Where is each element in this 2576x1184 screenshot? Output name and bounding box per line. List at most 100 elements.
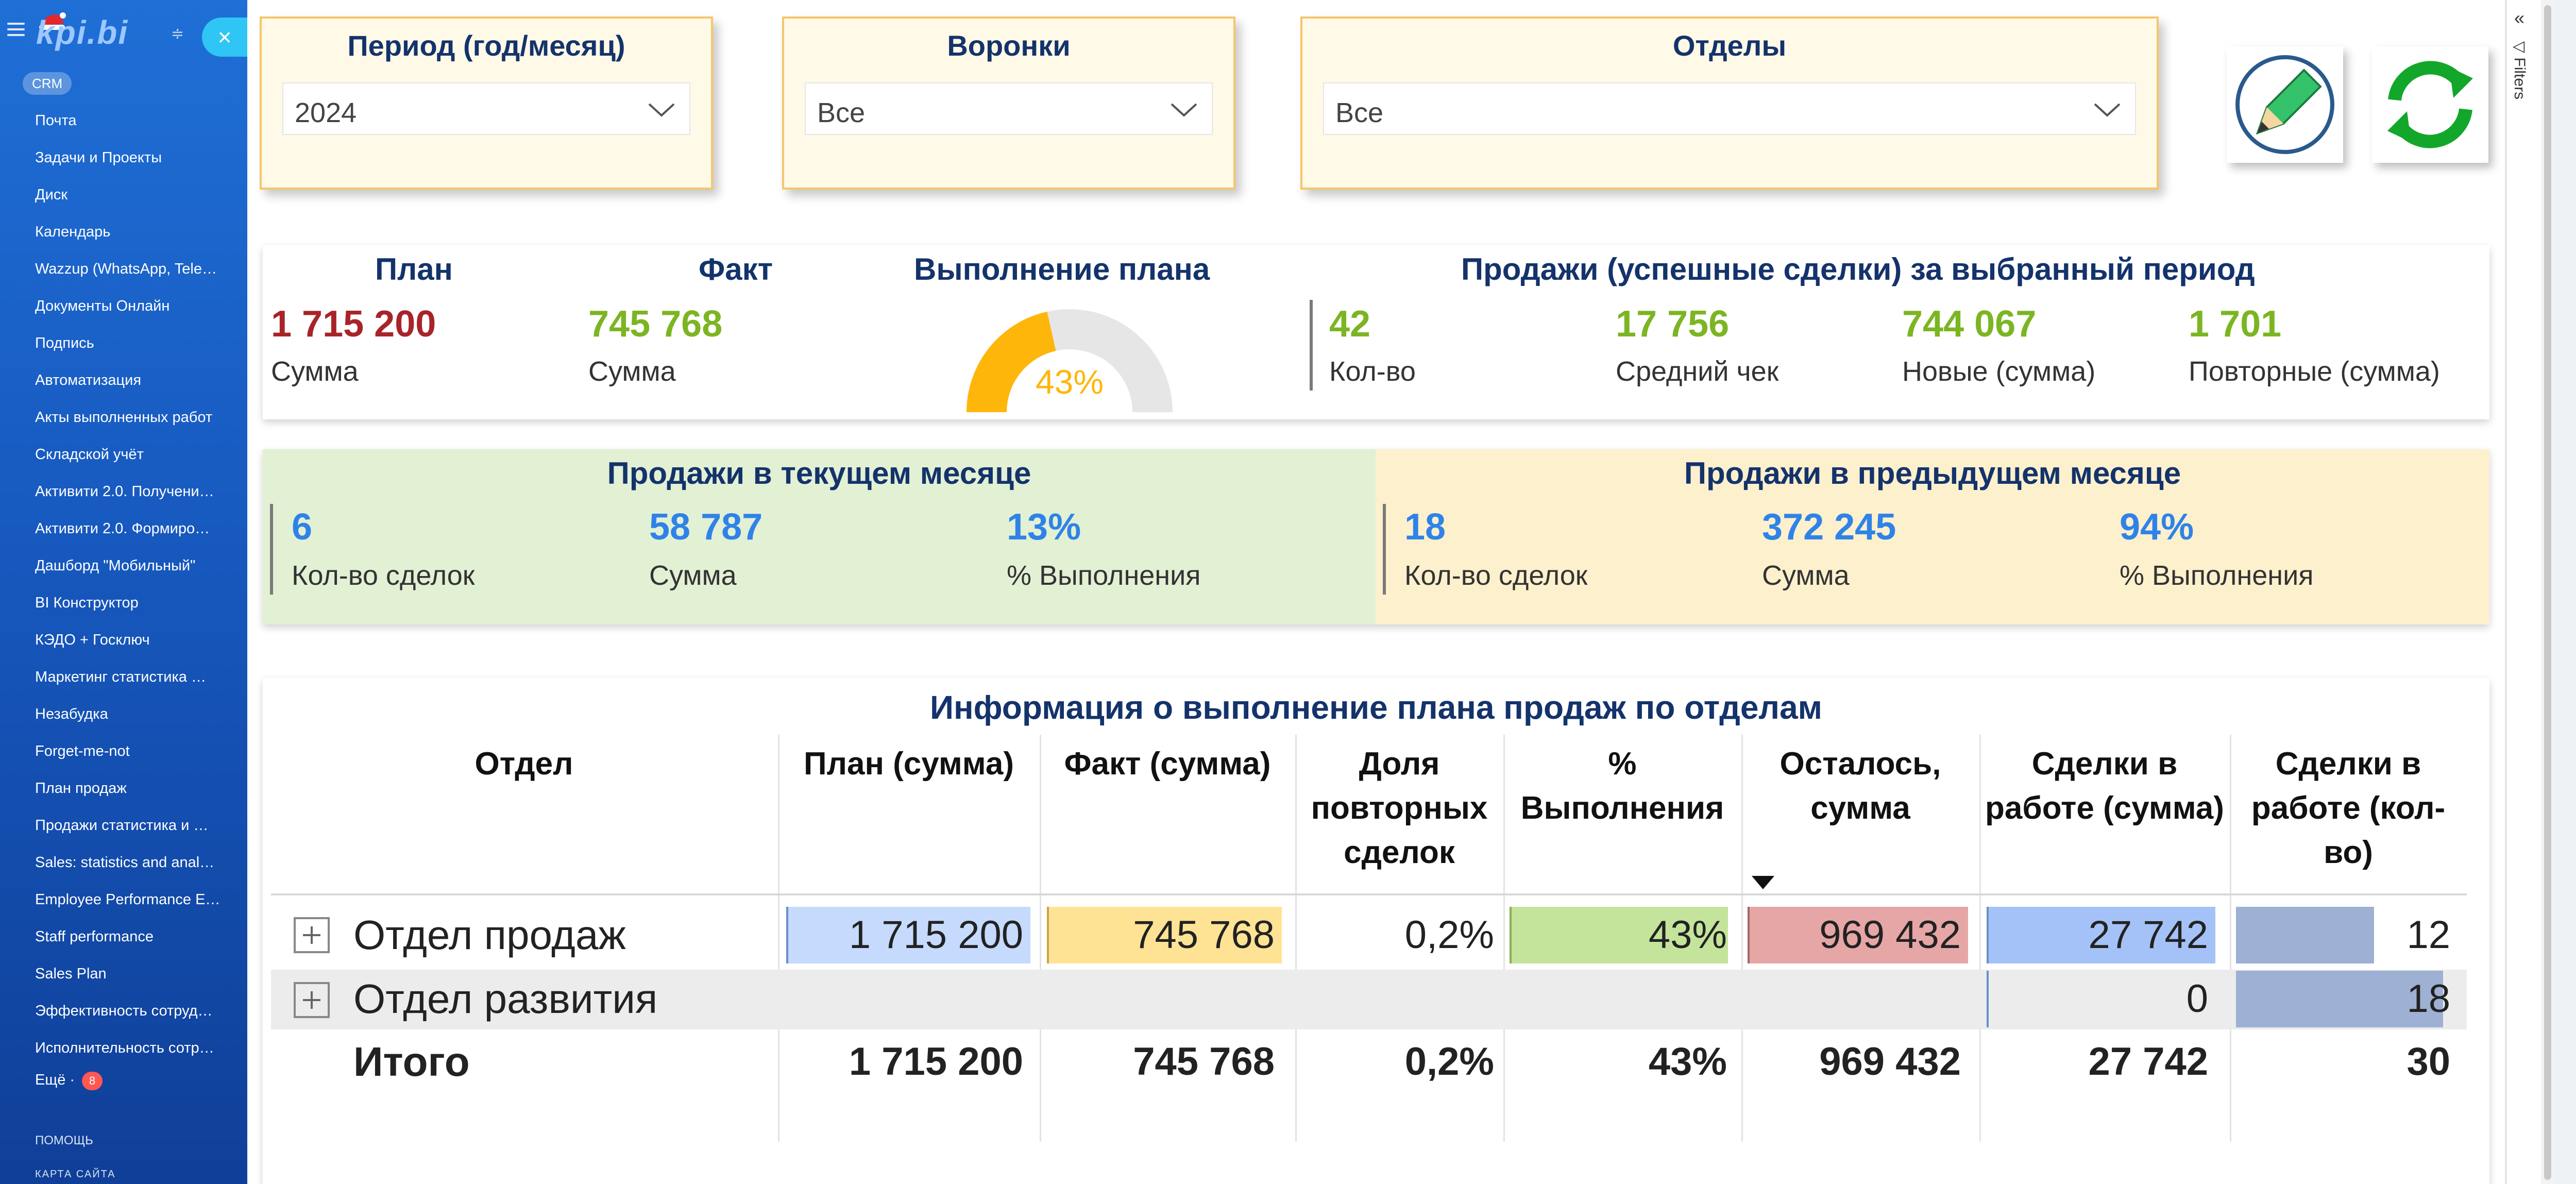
sidebar-item[interactable]: Маркетинг статистика … [35, 669, 206, 685]
previous-month-card: Продажи в предыдущем месяце 18 Кол-во сд… [1376, 449, 2489, 624]
table-title: Информация о выполнение плана продаж по … [929, 689, 1823, 726]
santa-hat-icon [39, 12, 66, 30]
sidebar-item[interactable]: Почта [35, 112, 77, 129]
sidebar-item[interactable]: Подпись [35, 335, 94, 351]
period-slicer-title: Период (год/месяц) [347, 29, 625, 62]
col-divider [1741, 735, 1743, 1142]
sidebar-item[interactable]: Автоматизация [35, 372, 142, 388]
col-header-percent[interactable]: % Выполнения [1520, 746, 1724, 826]
sidebar-item[interactable]: Wazzup (WhatsApp, Tele… [35, 261, 217, 277]
page-scrollbar[interactable] [2541, 0, 2554, 1184]
col-divider [1040, 735, 1041, 1142]
sidebar-item[interactable]: Sales Plan [35, 966, 107, 982]
sidebar-item[interactable]: Дашборд "Мобильный" [35, 557, 196, 574]
sidebar-item[interactable]: Складской учёт [35, 446, 144, 463]
sidebar-item[interactable]: Задачи и Проекты [35, 149, 162, 166]
period-dropdown[interactable]: 2024 [282, 82, 690, 135]
current-month-card: Продажи в текущем месяце 6 Кол-во сделок… [263, 449, 1376, 624]
repeat-sum-value: 1 701 [2189, 303, 2282, 345]
portal-logo[interactable]: kpi.bi [36, 14, 129, 51]
sitemap-link[interactable]: КАРТА САЙТА [35, 1169, 116, 1180]
menu-icon[interactable] [7, 23, 25, 36]
right-toolbar: ?13 ◎ 🔔︎1 ⦿ ⌕ MM131AC1EB1KOMATB [2554, 0, 2576, 1184]
expand-row-icon[interactable] [294, 982, 330, 1018]
row-wip-sum: 27 742 [2088, 913, 2208, 957]
sidebar-item[interactable]: План продаж [35, 780, 127, 797]
funnel-slicer-title: Воронки [947, 29, 1071, 62]
sidebar-item[interactable]: Активити 2.0. Получени… [35, 483, 214, 500]
sidebar-item[interactable]: Документы Онлайн [35, 298, 170, 314]
pin-icon[interactable]: ≑ [171, 25, 184, 42]
row-department-name: Отдел продаж [353, 912, 626, 958]
sidebar-item[interactable]: Диск [35, 187, 68, 203]
sidebar-item[interactable]: Продажи статистика и … [35, 817, 209, 834]
help-link[interactable]: ПОМОЩЬ [35, 1134, 93, 1147]
col-header-fact[interactable]: Факт (сумма) [1064, 746, 1271, 782]
kpi-panel: План 1 715 200 Сумма Факт 745 768 Сумма … [263, 245, 2489, 419]
plan-gauge: 43% [967, 309, 1173, 412]
sidebar-item[interactable]: Staff performance [35, 928, 154, 945]
total-remaining: 969 432 [1819, 1040, 1961, 1084]
remaining-bar [1748, 907, 1968, 963]
total-plan: 1 715 200 [849, 1040, 1023, 1084]
period-slicer: Период (год/месяц) 2024 [260, 16, 713, 190]
sort-desc-icon[interactable] [1751, 875, 1775, 890]
sidebar-item[interactable]: Employee Performance E… [35, 891, 221, 908]
col-header-wip-sum[interactable]: Сделки в работе (сумма) [1985, 746, 2224, 826]
period-value: 2024 [295, 97, 357, 128]
edit-plan-button[interactable] [2227, 46, 2343, 163]
avg-check-label: Средний чек [1616, 356, 1779, 387]
plan-label: Сумма [271, 356, 359, 387]
sidebar-header: kpi.bi ≑ × [0, 0, 247, 72]
col-header-department[interactable]: Отдел [474, 746, 573, 782]
repeat-sum-label: Повторные (сумма) [2189, 356, 2440, 387]
sales-count-value: 42 [1329, 303, 1371, 345]
col-header-wip-count[interactable]: Сделки в работе (кол-во) [2251, 746, 2446, 870]
avg-check-value: 17 756 [1616, 303, 1730, 345]
current-month-title: Продажи в текущем месяце [607, 456, 1031, 490]
col-header-plan[interactable]: План (сумма) [804, 746, 1014, 782]
current-count-label: Кол-во сделок [292, 560, 475, 591]
wip-sum-bar [1987, 907, 2215, 963]
sidebar-item[interactable]: Календарь [35, 224, 111, 240]
col-header-remaining[interactable]: Осталось, сумма [1780, 746, 1941, 826]
row-repeat-share: 0,2% [1404, 913, 1494, 957]
col-divider [778, 735, 779, 1142]
row-percent: 43% [1648, 913, 1727, 957]
sidebar-item[interactable]: Незабудка [35, 706, 108, 722]
chevron-down-icon [1171, 103, 1197, 117]
sidebar-more[interactable]: Ещё · 8 [35, 1072, 103, 1090]
percent-bar [1510, 907, 1728, 963]
sidebar-item[interactable]: Sales: statistics and anal… [35, 854, 215, 871]
expand-filters-icon[interactable]: « [2514, 7, 2525, 28]
filters-pane-collapsed[interactable]: « ▽ Filters [2505, 0, 2541, 1184]
previous-pct-label: % Выполнения [2120, 560, 2314, 591]
funnel-dropdown[interactable]: Все [805, 82, 1213, 135]
fact-label: Сумма [588, 356, 676, 387]
sidebar-item[interactable]: Акты выполненных работ [35, 409, 213, 426]
department-dropdown[interactable]: Все [1323, 82, 2136, 135]
col-divider [1295, 735, 1297, 1142]
sidebar-item[interactable]: КЭДО + Госключ [35, 632, 150, 648]
sidebar-menu: Почта Задачи и Проекты Диск Календарь Wazzup… [0, 109, 247, 1074]
filters-label-text: Filters [2511, 57, 2528, 100]
refresh-icon [2387, 61, 2473, 148]
expand-row-icon[interactable] [294, 917, 330, 953]
scrollbar-thumb[interactable] [2544, 5, 2551, 1180]
row-department-name: Отдел развития [353, 976, 658, 1022]
row-plan [786, 971, 1030, 1027]
close-icon[interactable]: × [202, 18, 247, 57]
sidebar-item[interactable]: Активити 2.0. Формиро… [35, 520, 210, 537]
sidebar-item[interactable]: BI Конструктор [35, 595, 139, 611]
sidebar-item[interactable]: Эффективность сотруд… [35, 1003, 213, 1019]
row-plan: 1 715 200 [849, 913, 1023, 957]
refresh-button[interactable] [2372, 46, 2488, 163]
row-wip-count: 18 [2406, 977, 2450, 1021]
funnel-value: Все [817, 97, 866, 128]
col-header-repeat-share[interactable]: Доля повторных сделок [1311, 746, 1488, 870]
wip-count-bar [2236, 971, 2443, 1027]
sidebar-item[interactable]: Исполнительность сотр… [35, 1040, 214, 1056]
sidebar-item-crm[interactable]: CRM [23, 72, 72, 95]
fact-value: 745 768 [588, 303, 723, 345]
sidebar-item[interactable]: Forget-me-not [35, 743, 130, 759]
